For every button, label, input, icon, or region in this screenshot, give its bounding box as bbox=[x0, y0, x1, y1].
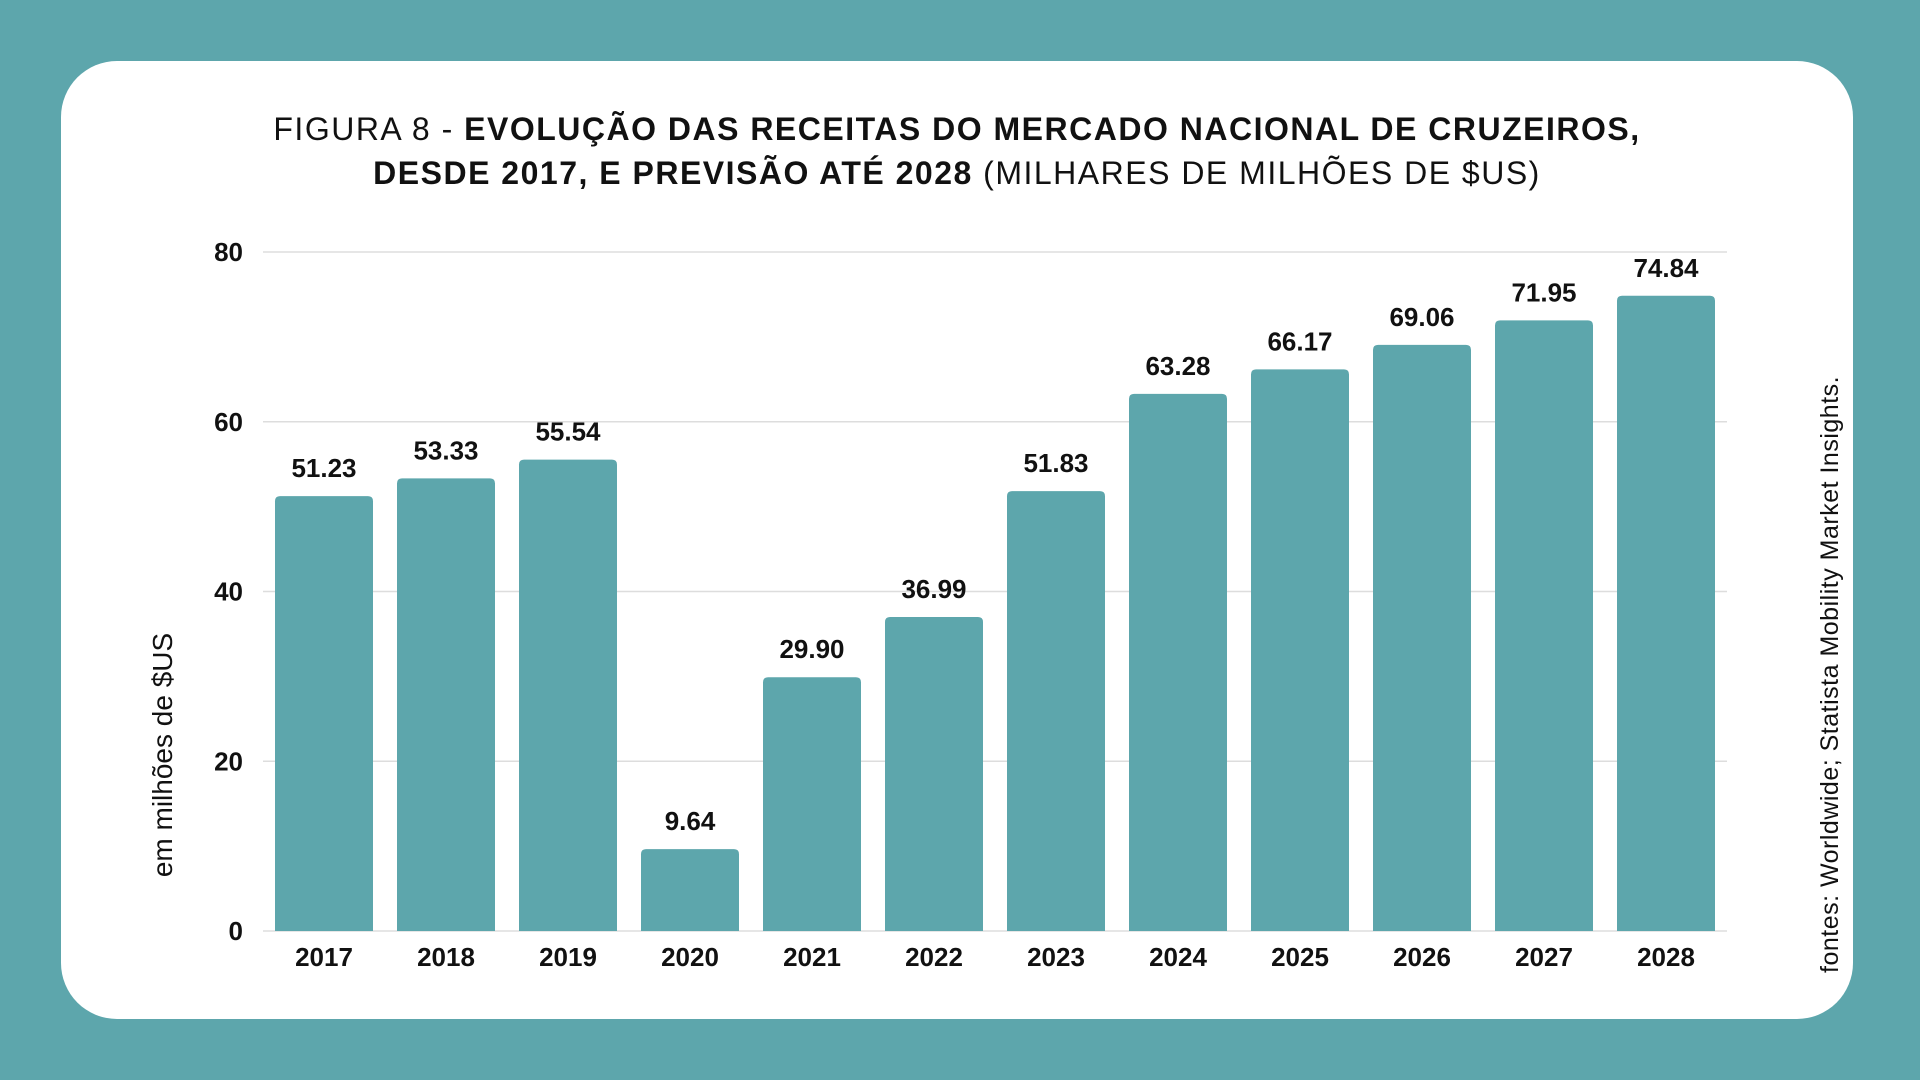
x-tick-label: 2021 bbox=[783, 942, 841, 972]
y-tick-label: 0 bbox=[229, 916, 243, 946]
data-label: 53.33 bbox=[413, 435, 478, 465]
chart-title: FIGURA 8 - EVOLUÇÃO DAS RECEITAS DO MERC… bbox=[61, 107, 1853, 195]
y-axis-title: em milhões de $US bbox=[147, 633, 178, 877]
title-bold-line-1: EVOLUÇÃO DAS RECEITAS DO MERCADO NACIONA… bbox=[464, 111, 1641, 147]
bar bbox=[641, 849, 739, 931]
bar bbox=[1373, 344, 1471, 931]
data-label: 51.23 bbox=[291, 453, 356, 483]
x-tick-label: 2024 bbox=[1149, 942, 1207, 972]
source-note: fontes: Worldwide; Statista Mobility Mar… bbox=[1816, 305, 1856, 973]
y-tick-label: 20 bbox=[214, 746, 243, 776]
x-tick-label: 2027 bbox=[1515, 942, 1573, 972]
x-tick-label: 2025 bbox=[1271, 942, 1329, 972]
title-bold-line-2: DESDE 2017, E PREVISÃO ATÉ 2028 bbox=[373, 155, 973, 191]
title-suffix: (MILHARES DE MILHÕES DE $US) bbox=[972, 155, 1541, 191]
x-tick-label: 2028 bbox=[1637, 942, 1695, 972]
x-tick-label: 2023 bbox=[1027, 942, 1085, 972]
y-tick-label: 80 bbox=[214, 237, 243, 267]
bar bbox=[1251, 369, 1349, 932]
bar bbox=[885, 617, 983, 931]
x-tick-label: 2020 bbox=[661, 942, 719, 972]
x-tick-label: 2019 bbox=[539, 942, 597, 972]
data-label: 29.90 bbox=[779, 634, 844, 664]
x-tick-label: 2022 bbox=[905, 942, 963, 972]
data-label: 74.84 bbox=[1633, 253, 1699, 283]
data-label: 71.95 bbox=[1511, 277, 1576, 307]
bar bbox=[519, 459, 617, 931]
title-line-1: FIGURA 8 - EVOLUÇÃO DAS RECEITAS DO MERC… bbox=[61, 107, 1853, 151]
title-prefix: FIGURA 8 - bbox=[273, 111, 465, 147]
data-label: 66.17 bbox=[1267, 326, 1332, 356]
x-tick-label: 2018 bbox=[417, 942, 475, 972]
data-label: 69.06 bbox=[1389, 302, 1454, 332]
bar bbox=[1617, 295, 1715, 931]
title-line-2: DESDE 2017, E PREVISÃO ATÉ 2028 (MILHARE… bbox=[61, 151, 1853, 195]
data-label: 51.83 bbox=[1023, 448, 1088, 478]
bar bbox=[1495, 320, 1593, 932]
data-label: 55.54 bbox=[535, 417, 601, 447]
x-tick-label: 2026 bbox=[1393, 942, 1451, 972]
y-tick-label: 60 bbox=[214, 407, 243, 437]
bar bbox=[763, 677, 861, 931]
bar bbox=[1129, 393, 1227, 931]
bar bbox=[275, 496, 373, 931]
x-tick-label: 2017 bbox=[295, 942, 353, 972]
data-label: 36.99 bbox=[901, 574, 966, 604]
bar bbox=[1007, 491, 1105, 931]
y-tick-label: 40 bbox=[214, 577, 243, 607]
data-label: 9.64 bbox=[665, 806, 716, 836]
data-label: 63.28 bbox=[1145, 351, 1210, 381]
source-text: fontes: Worldwide; Statista Mobility Mar… bbox=[1816, 375, 1844, 973]
bar bbox=[397, 478, 495, 931]
